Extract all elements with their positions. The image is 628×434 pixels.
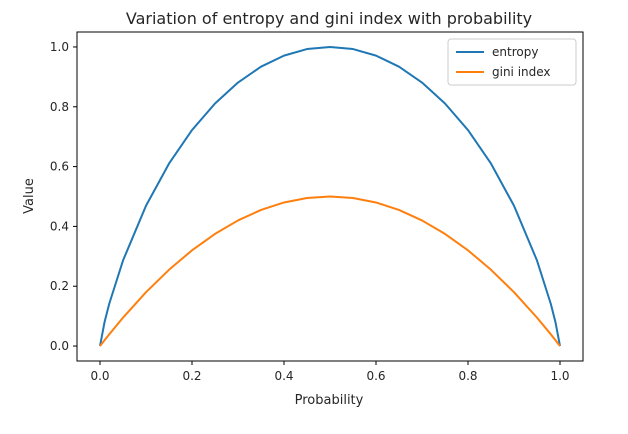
legend-label: gini index [492,65,551,79]
y-axis-label: Value [22,178,37,214]
y-tick-label: 0.2 [50,279,69,293]
x-tick-label: 0.6 [366,369,385,383]
y-tick-label: 0.8 [50,100,69,114]
x-tick-label: 0.4 [274,369,293,383]
x-tick-label: 0.8 [458,369,477,383]
series-line-2 [99,195,561,347]
x-tick-label: 1.0 [550,369,569,383]
y-tick-label: 0.0 [50,339,69,353]
x-axis-label: Probability [295,393,364,408]
x-tick-label: 0.2 [182,369,201,383]
legend-label: entropy [492,45,538,59]
chart-title: Variation of entropy and gini index with… [126,9,532,28]
x-tick-label: 0.0 [90,369,109,383]
plot-frame [76,31,584,362]
y-tick-label: 0.4 [50,219,69,233]
legend-box [447,38,577,86]
y-tick-label: 1.0 [50,40,69,54]
y-tick-label: 0.6 [50,160,69,174]
legend: entropy gini index [447,38,577,86]
series-line-1 [99,45,561,347]
